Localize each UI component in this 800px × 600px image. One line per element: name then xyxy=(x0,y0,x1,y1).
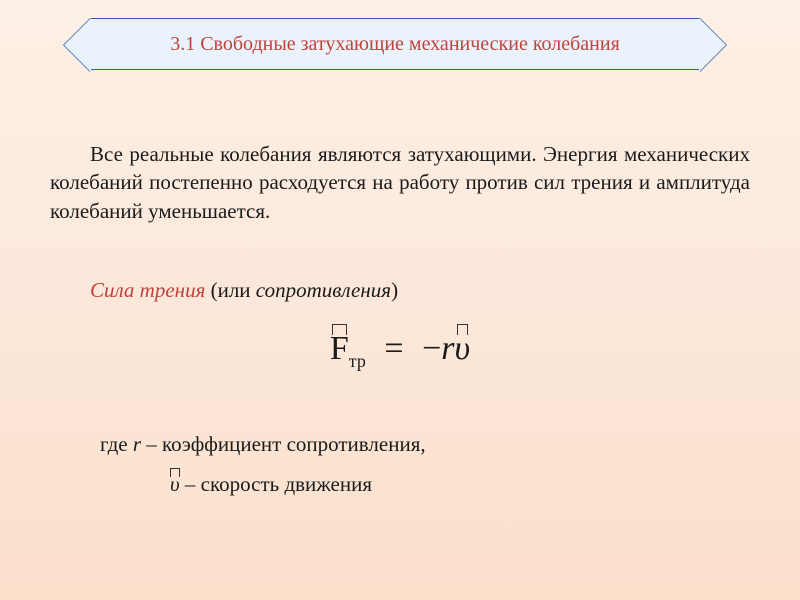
where-v-desc: – скорость движения xyxy=(180,472,372,496)
where-prefix: где xyxy=(100,432,133,456)
resistance-term: сопротивления xyxy=(256,278,391,302)
where-clause-r: где r – коэффициент сопротивления, xyxy=(100,432,426,457)
section-title-banner: 3.1 Свободные затухающие механические ко… xyxy=(90,18,700,70)
var-v: υ xyxy=(170,472,180,497)
intro-paragraph: Все реальные колебания являются затухающ… xyxy=(50,140,750,225)
symbol-r: r xyxy=(441,330,454,367)
vector-F: F xyxy=(330,330,349,368)
section-title: 3.1 Свободные затухающие механические ко… xyxy=(170,33,620,56)
friction-force-heading: Сила трения (или сопротивления) xyxy=(90,278,398,303)
symbol-F: F xyxy=(330,330,349,367)
vector-v: υ xyxy=(455,330,471,368)
paren-close: ) xyxy=(391,278,398,302)
equals-sign: = xyxy=(384,330,403,367)
subscript-tr: тр xyxy=(349,351,366,371)
friction-term: Сила трения xyxy=(90,278,205,302)
where-r-desc: – коэффициент сопротивления, xyxy=(141,432,426,456)
symbol-v: υ xyxy=(455,330,471,367)
friction-formula: Fтр = −rυ xyxy=(0,330,800,372)
minus-sign: − xyxy=(422,330,441,367)
paren-open: (или xyxy=(205,278,255,302)
where-clause-v: υ – скорость движения xyxy=(170,472,372,497)
var-r: r xyxy=(133,432,141,456)
